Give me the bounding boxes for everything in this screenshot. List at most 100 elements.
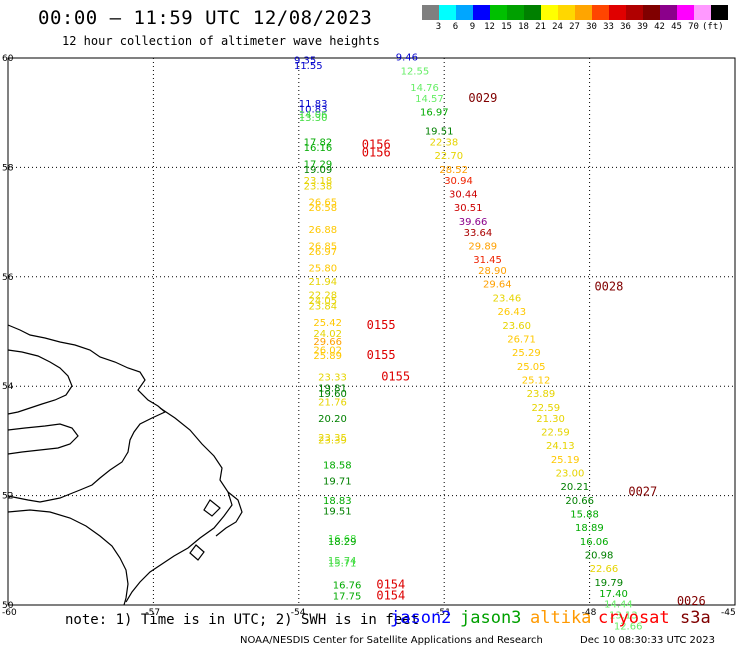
wave-height-point: 19.71 [323,477,352,488]
wave-height-point: 15.71 [328,559,357,570]
wave-height-point: 31.45 [473,255,502,266]
wave-height-point: 16.76 [333,581,362,592]
color-scale-label: 3 [435,22,442,32]
coastline-segment [189,544,205,561]
wave-height-point: 24.13 [546,441,575,452]
wave-height-point: 11.55 [294,61,323,72]
wave-height-point: 15.88 [570,509,599,520]
color-scale-label: 39 [637,22,648,32]
wave-height-point: 19.51 [425,127,454,138]
wave-height-point: 23.60 [502,321,531,332]
wave-height-point: 21.30 [536,414,565,425]
wave-height-point: 18.29 [328,537,357,548]
wave-height-point: 12.55 [401,66,430,77]
color-swatch-2 [456,5,473,20]
wave-height-point: 23.38 [304,181,333,192]
wave-height-point: 17.75 [333,592,362,603]
wave-height-point: 29.64 [483,280,512,291]
coastline-segment [125,407,233,603]
pass-label: 0154 [376,578,405,592]
wave-height-point: 20.66 [565,496,594,507]
legend-item-jason3: jason3 [460,608,522,628]
wave-height-point: 10.83 [299,105,328,116]
lat-label: 60 [2,54,14,64]
wave-height-point: 19.09 [304,165,333,176]
color-scale-label: 21 [535,22,546,32]
color-scale-label: (ft) [702,22,724,32]
wave-height-point: 19.51 [323,507,352,518]
wave-height-point: 17.82 [304,138,333,149]
color-swatch-7 [541,5,558,20]
map-frame [7,57,736,606]
wave-height-point: 16.97 [420,107,449,118]
wave-height-point: 23.46 [493,293,522,304]
wave-height-point: 17.40 [599,589,628,600]
wave-height-point: 26.65 [308,198,337,209]
pass-label: 0026 [677,594,706,608]
wave-height-point: 14.76 [410,83,439,94]
color-swatch-14 [660,5,677,20]
wave-height-point: 20.20 [318,414,347,425]
wave-height-point: 26.71 [507,334,536,345]
color-scale-label: 27 [569,22,580,32]
wave-height-point: 20.98 [585,551,614,562]
wave-height-point: 28.90 [478,266,507,277]
lon-label: -54 [291,608,306,618]
wave-height-point: 22.66 [590,564,619,575]
legend-item-altika: altika [530,608,592,628]
coastline [7,324,243,606]
color-swatch-16 [694,5,711,20]
wave-height-point: 25.12 [522,375,551,386]
color-swatch-12 [626,5,643,20]
footer-timestamp: Dec 10 08:30:33 UTC 2023 [580,635,715,646]
wave-height-point: 21.76 [318,397,347,408]
wave-height-point: 26.02 [313,345,342,356]
coastline-segment [7,349,73,415]
coastline-segment [7,423,79,455]
legend-item-jason2: jason2 [390,608,452,628]
wave-height-point: 29.66 [313,337,342,348]
pass-label: 0027 [628,485,657,499]
wave-height-point: 26.97 [308,247,337,258]
pass-label: 0156 [362,137,391,151]
pass-label: 0155 [381,370,410,384]
color-scale-label: 70 [688,22,699,32]
wave-height-point: 26.43 [498,307,527,318]
wave-height-point: 26.85 [308,241,337,252]
legend-item-cryosat: cryosat [598,608,670,628]
wave-height-point: 25.05 [517,362,546,373]
wave-height-point: 19.60 [318,389,347,400]
color-swatch-13 [643,5,660,20]
wave-height-point: 30.51 [454,203,483,214]
wave-height-point: 24.05 [308,296,337,307]
wave-height-point: 23.18 [304,176,333,187]
wave-height-point: 16.16 [304,143,333,154]
wave-height-point: 23.89 [527,389,556,400]
page-subtitle: 12 hour collection of altimeter wave hei… [62,34,380,48]
color-scale-label: 18 [518,22,529,32]
wave-height-point: 28.52 [439,165,468,176]
lon-label: -60 [2,608,17,618]
wave-height-point: 9.35 [294,55,316,66]
wave-height-point: 25.19 [551,455,580,466]
color-swatch-10 [592,5,609,20]
color-swatch-9 [575,5,592,20]
wave-height-point: 15.74 [328,556,357,567]
wave-height-point: 14.06 [299,110,328,121]
wave-height-point: 9.46 [396,53,418,64]
wave-height-point: 29.89 [468,241,497,252]
color-scale-label: 24 [552,22,563,32]
wave-height-point: 22.59 [541,427,570,438]
color-scale-label: 30 [586,22,597,32]
wave-height-point: 33.64 [464,228,493,239]
wave-height-point: 23.33 [318,373,347,384]
wave-height-point: 25.29 [512,348,541,359]
wave-height-point: 23.39 [318,436,347,447]
lat-label: 52 [2,492,13,502]
color-swatch-3 [473,5,490,20]
coastline-segment [215,491,243,537]
wave-height-point: 18.89 [575,523,604,534]
wave-height-point: 14.57 [415,94,444,105]
lon-label: -48 [582,608,597,618]
